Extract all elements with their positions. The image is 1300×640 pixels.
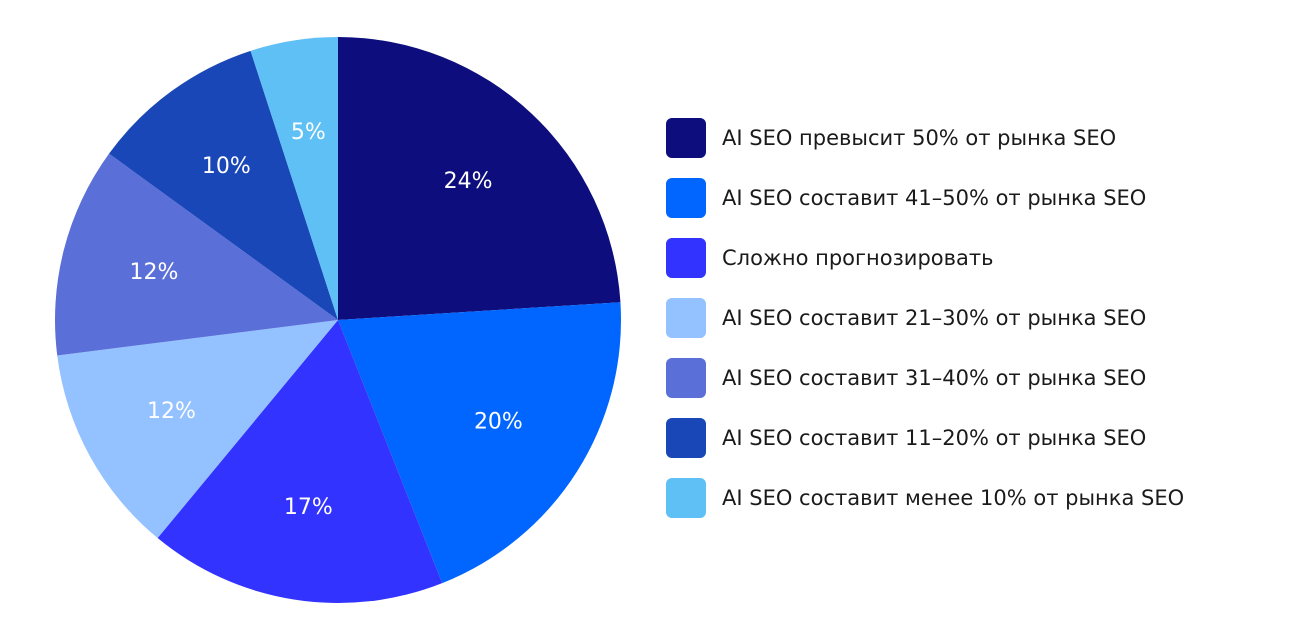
pie-slice-6: [109, 50, 338, 320]
legend-item-2: AI SEO составит 41–50% от рынка SEO: [666, 178, 1184, 218]
pie-slice-4: [57, 320, 338, 539]
legend-item-3: Сложно прогнозировать: [666, 238, 1184, 278]
pie-plot: 24% 20% 17% 12% 12% 10% 5%: [54, 37, 621, 604]
legend-swatch: [666, 298, 706, 338]
legend-swatch: [666, 478, 706, 518]
pie-slice-3: [157, 320, 443, 604]
legend-label: AI SEO составит 11–20% от рынка SEO: [722, 426, 1147, 450]
pie-slice-2: [338, 302, 621, 584]
legend: AI SEO превысит 50% от рынка SEO AI SEO с…: [666, 118, 1184, 538]
legend-swatch: [666, 178, 706, 218]
slice-value-label-1: 24%: [444, 169, 493, 194]
legend-label: AI SEO составит 41–50% от рынка SEO: [722, 186, 1147, 210]
legend-swatch: [666, 238, 706, 278]
slice-value-label-3: 17%: [284, 495, 333, 520]
slice-value-label-4: 12%: [147, 399, 196, 424]
legend-label: AI SEO составит менее 10% от рынка SEO: [722, 486, 1185, 510]
legend-label: AI SEO составит 21–30% от рынка SEO: [722, 306, 1147, 330]
legend-item-4: AI SEO составит 21–30% от рынка SEO: [666, 298, 1184, 338]
legend-item-5: AI SEO составит 31–40% от рынка SEO: [666, 358, 1184, 398]
pie-slice-1: [338, 37, 621, 320]
legend-swatch: [666, 418, 706, 458]
legend-swatch: [666, 118, 706, 158]
slice-value-label-5: 12%: [130, 260, 179, 285]
legend-label: AI SEO составит 31–40% от рынка SEO: [722, 366, 1147, 390]
pie-slice-7: [250, 37, 338, 320]
slice-value-label-7: 5%: [291, 120, 326, 145]
slice-value-label-6: 10%: [202, 154, 251, 179]
pie-slice-5: [54, 153, 338, 356]
legend-label: AI SEO превысит 50% от рынка SEO: [722, 126, 1117, 150]
legend-item-6: AI SEO составит 11–20% от рынка SEO: [666, 418, 1184, 458]
legend-swatch: [666, 358, 706, 398]
legend-item-7: AI SEO составит менее 10% от рынка SEO: [666, 478, 1184, 518]
legend-label: Сложно прогнозировать: [722, 246, 994, 270]
legend-item-1: AI SEO превысит 50% от рынка SEO: [666, 118, 1184, 158]
slice-value-label-2: 20%: [474, 409, 523, 434]
